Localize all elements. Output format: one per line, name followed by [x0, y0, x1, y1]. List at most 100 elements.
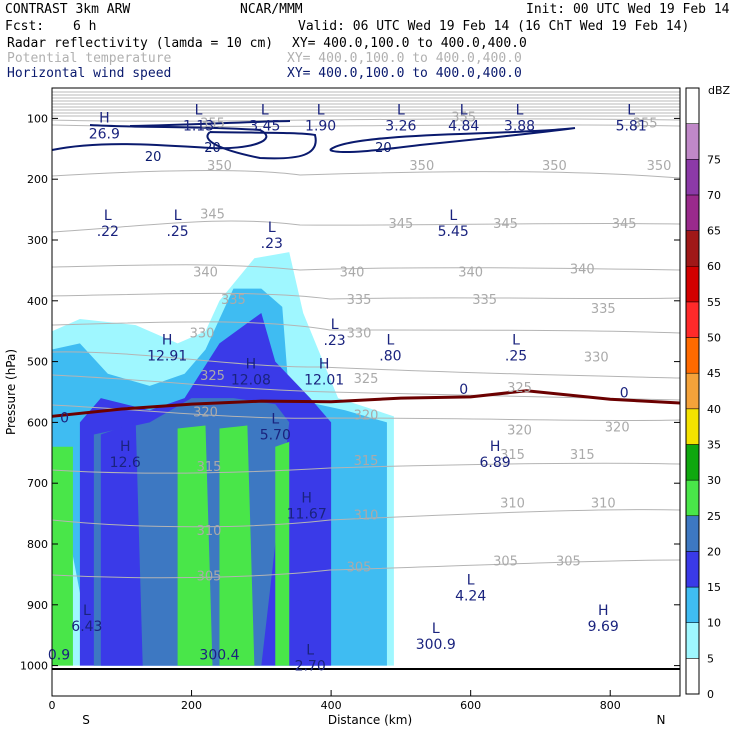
theta-label-24: 325 — [507, 381, 532, 396]
theta-label-10: 345 — [612, 217, 637, 232]
extremum-high-16: H — [246, 357, 257, 373]
colorbar-frame — [685, 87, 700, 695]
colorbar-swatch-55 — [685, 265, 700, 303]
theta-label-3: 350 — [207, 159, 232, 174]
reflectivity-region-8 — [100, 422, 143, 666]
theta-label-37: 305 — [197, 569, 222, 584]
theta-label-23: 325 — [354, 372, 379, 387]
extremum-low-26: L — [306, 642, 314, 658]
extremum-high-17: H — [319, 357, 330, 373]
theta-label-13: 340 — [458, 265, 483, 280]
theta-label-8: 345 — [388, 217, 413, 232]
colorbar-swatch-60 — [685, 230, 700, 267]
extremum-low-22: L — [467, 573, 475, 589]
extremum-value-20: 6.89 — [480, 455, 511, 471]
extremum-low-4: L — [397, 103, 405, 119]
extremum-value-14: .80 — [379, 348, 401, 364]
colorbar-label-65: 65 — [707, 225, 721, 238]
extremum-value-22: 4.24 — [455, 589, 486, 605]
theta-label-26: 320 — [354, 408, 379, 423]
field-3-name: Horizontal wind speed — [7, 66, 171, 81]
theta-label-30: 315 — [354, 454, 379, 469]
extremum-low-23: L — [83, 603, 91, 619]
colorbar-label-40: 40 — [707, 403, 721, 416]
colorbar-swatch-65 — [685, 194, 700, 231]
extremum-low-7: L — [627, 103, 635, 119]
extremum-value-1: 1.13 — [183, 119, 214, 135]
extra-label-3: 300.4 — [199, 648, 239, 664]
theta-label-27: 320 — [507, 424, 532, 439]
extremum-low-1: L — [195, 103, 203, 119]
upper-isentrope-band — [51, 91, 681, 128]
extra-label-0: 0 — [60, 410, 69, 426]
extremum-value-21: 11.67 — [287, 506, 327, 522]
extremum-value-24: 300.9 — [416, 637, 456, 653]
colorbar-label-25: 25 — [707, 510, 721, 523]
y-tick-label-600: 600 — [27, 416, 48, 429]
extremum-value-8: .22 — [97, 224, 119, 240]
extremum-low-15: L — [512, 332, 520, 348]
colorbar-swatch-15 — [685, 551, 700, 588]
theta-label-15: 335 — [221, 293, 246, 308]
extra-label-2: 0 — [620, 385, 629, 401]
extremum-value-15: .25 — [505, 348, 527, 364]
forecast-hour: 6 h — [73, 19, 96, 34]
colorbar-swatch-50 — [685, 301, 700, 338]
extremum-value-25: 9.69 — [588, 619, 619, 635]
colorbar-swatch-30 — [685, 444, 700, 481]
init-time: Init: 00 UTC Wed 19 Feb 14 — [526, 2, 730, 17]
colorbar-label-35: 35 — [707, 438, 721, 451]
theta-label-14: 340 — [570, 262, 595, 277]
colorbar-label-75: 75 — [707, 153, 721, 166]
colorbar-label-50: 50 — [707, 332, 721, 345]
theta-label-2: 355 — [633, 117, 658, 132]
x-tick-label-0: 0 — [49, 699, 56, 712]
colorbar-swatch-45 — [685, 337, 700, 374]
theta-label-32: 315 — [570, 448, 595, 463]
y-tick-label-300: 300 — [27, 234, 48, 247]
extremum-low-5: L — [460, 103, 468, 119]
extremum-value-16: 12.08 — [231, 373, 271, 389]
theta-label-7: 345 — [200, 208, 225, 223]
colorbar-label-30: 30 — [707, 474, 721, 487]
extremum-value-13: 12.91 — [147, 348, 187, 364]
wind-label-0: 20 — [145, 150, 162, 165]
x-tick-label-600: 600 — [460, 699, 481, 712]
colorbar-swatch-0 — [685, 658, 700, 695]
colorbar-swatch-75 — [685, 123, 700, 160]
y-tick-label-200: 200 — [27, 173, 48, 186]
x-axis-left-end: S — [82, 713, 90, 727]
y-tick-label-800: 800 — [27, 538, 48, 551]
theta-label-35: 310 — [500, 497, 525, 512]
colorbar-label-20: 20 — [707, 545, 721, 558]
y-tick-label-700: 700 — [27, 477, 48, 490]
field-2-name: Potential temperature — [7, 51, 172, 66]
theta-label-21: 330 — [584, 351, 609, 366]
forecast-label: Fcst: — [5, 19, 44, 34]
extremum-value-7: 5.81 — [616, 119, 647, 135]
x-tick-label-400: 400 — [321, 699, 342, 712]
theta-label-20: 330 — [347, 326, 372, 341]
colorbar-top-swatch — [685, 87, 700, 124]
colorbar: 0 5 10 15 20 25 30 35 40 45 50 55 60 65 70 75 — [685, 87, 721, 701]
extremum-value-6: 3.88 — [504, 119, 535, 135]
extremum-high-19: H — [120, 439, 131, 455]
x-axis-right-end: N — [657, 713, 666, 727]
colorbar-label-5: 5 — [707, 652, 714, 665]
extremum-low-2: L — [261, 103, 269, 119]
theta-label-34: 310 — [354, 509, 379, 524]
x-tick-label-800: 800 — [600, 699, 621, 712]
theta-label-36: 310 — [591, 497, 616, 512]
colorbar-swatch-35 — [685, 408, 700, 445]
extremum-high-0: H — [99, 110, 110, 126]
organization-label: NCAR/MMM — [240, 2, 303, 17]
extremum-value-26: 2.70 — [295, 658, 326, 674]
theta-label-0: 355 — [200, 117, 225, 132]
field-3-xy: XY= 400.0,100.0 to 400.0,400.0 — [287, 66, 522, 81]
model-title: CONTRAST 3km ARW — [5, 2, 130, 17]
x-axis-title: Distance (km) — [328, 713, 412, 727]
extremum-low-8: L — [104, 208, 112, 224]
field-2-xy: XY= 400.0,100.0 to 400.0,400.0 — [287, 51, 522, 66]
